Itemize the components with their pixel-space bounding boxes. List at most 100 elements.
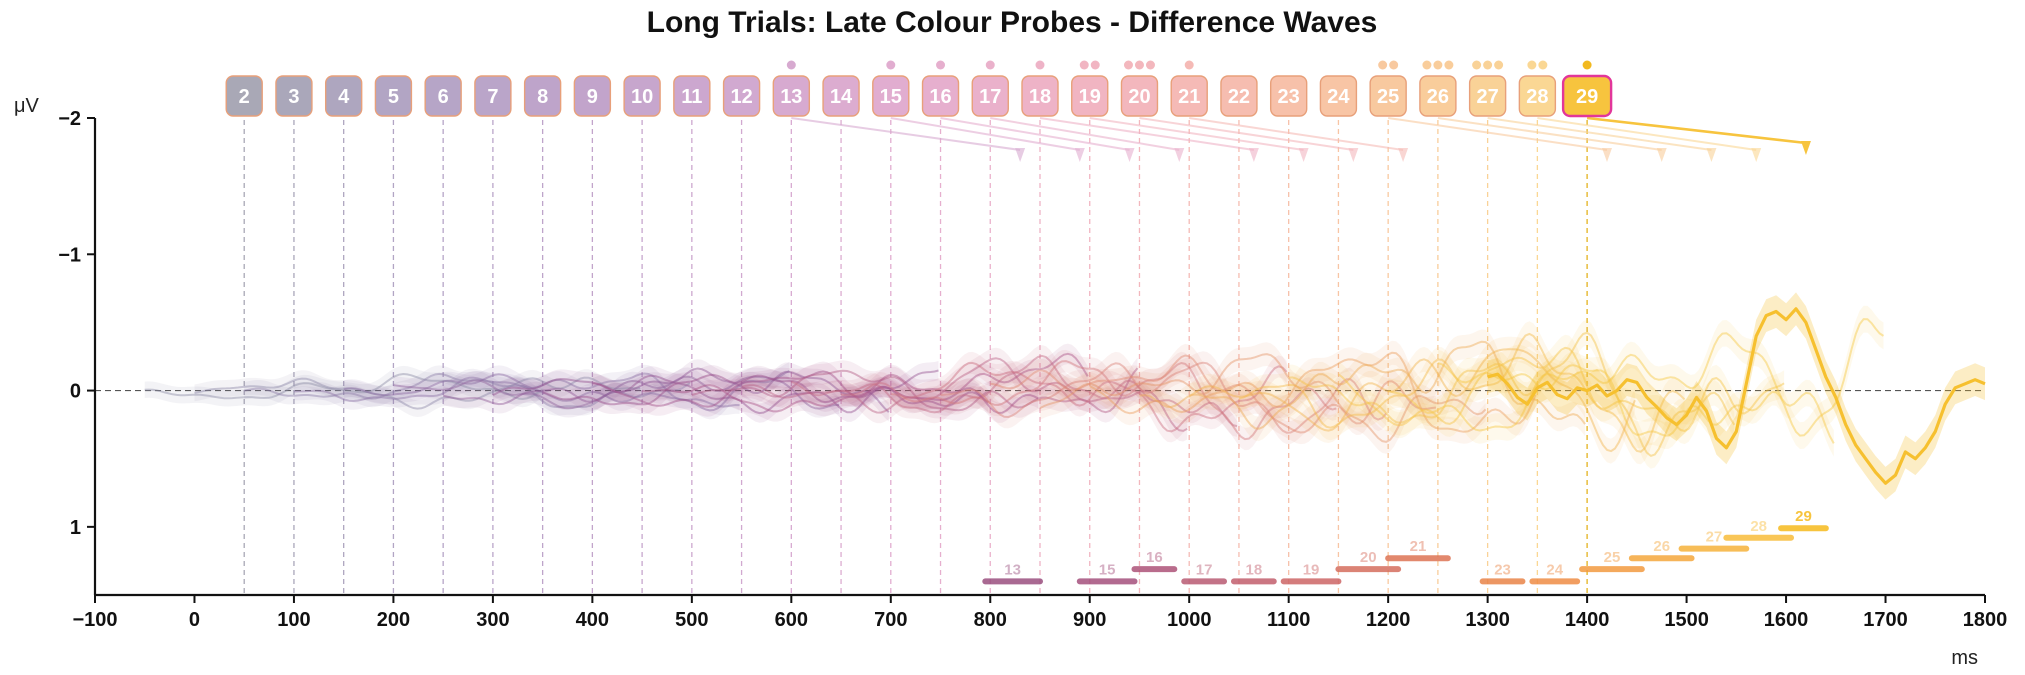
probe-box-29 [1561,74,1613,118]
series-band-10 [642,343,1088,422]
leader-marker-26 [1656,148,1667,162]
probe-label-7: 7 [487,86,498,108]
highlight-series-line [1487,307,1986,485]
series-line-16 [940,361,1387,434]
probe-label-8: 8 [537,86,548,108]
probe-label-4: 4 [338,86,350,108]
axes: −2 −1 0 1 −100 0 100 200 300 400 500 600 700 800 900 10… [58,108,2007,631]
probe-dot-26-0 [1422,60,1432,70]
x-tick-label-11: 1000 [1167,609,1212,631]
series-line-17 [990,354,1437,434]
leader-marker-13 [1015,148,1026,162]
series-line-0 [144,373,544,400]
probe-box-28 [1518,75,1557,117]
probe-dot-26-2 [1444,60,1454,70]
x-tick-label-2: 100 [277,609,310,631]
probe-dot-17-0 [985,60,995,70]
x-tick-label-5: 400 [576,609,609,631]
probe-label-11: 11 [681,86,702,108]
probe-label-2: 2 [239,86,250,108]
probe-label-3: 3 [288,86,299,108]
probe-onset-lines [243,120,1588,595]
probe-box-7 [474,75,512,117]
x-tick-label-6: 500 [675,609,708,631]
series-band-13 [791,345,1237,437]
series-band-15 [890,349,1337,451]
series-band-4 [343,362,790,420]
series-band-14 [841,351,1287,443]
series-line-10 [642,352,1089,413]
probe-box-6 [424,75,462,117]
y-tick-label-1: −1 [58,244,81,266]
x-tick-label-19: 1800 [1963,609,2008,631]
leader-marker-27 [1706,148,1717,162]
probe-box-19 [1071,75,1109,117]
x-tick-label-8: 700 [874,609,907,631]
series-line-20 [1139,340,1586,430]
series-band-18 [1040,342,1486,454]
x-tick-label-9: 800 [974,609,1007,631]
series-band-1 [194,369,641,417]
x-tick-label-0: −100 [72,609,117,631]
sig-bar-label-29: 29 [1795,508,1812,525]
sig-bar-label-18: 18 [1246,561,1263,578]
probe-dot-26-1 [1433,60,1443,70]
series-line-22 [1238,332,1686,453]
series-line-11 [691,367,1139,414]
series-band-24 [1338,334,1785,445]
significance-bars: 13 15 16 17 18 19 20 21 23 24 25 26 27 28 29 [982,508,1829,585]
probe-box-22 [1220,75,1258,117]
probe-dot-29-0 [1582,60,1592,70]
sig-bar-label-28: 28 [1750,518,1767,535]
probe-label-27: 27 [1477,86,1499,108]
leader-marker-18 [1248,148,1259,162]
probe-box-2 [225,75,263,117]
probe-labels: 2 3 4 5 6 7 8 9 10 11 12 13 14 15 16 17 18 19 20 21 22 23 24 25… [225,60,1613,118]
leader-line-16 [940,117,1130,151]
leader-line-28 [1537,117,1757,151]
leader-marker-20 [1348,148,1359,162]
probe-label-5: 5 [388,86,399,108]
x-tick-label-10: 900 [1073,609,1106,631]
probe-label-25: 25 [1377,86,1399,108]
probe-dot-13-0 [786,60,796,70]
sig-bar-label-26: 26 [1653,538,1670,555]
sig-bar-label-16: 16 [1146,549,1163,566]
series-band-26 [1437,305,1884,449]
probe-dot-20-0 [1123,60,1133,70]
leader-line-26 [1437,117,1662,151]
series-line-7 [492,369,939,415]
y-tick-label-2: 0 [70,381,81,403]
series-band-25 [1388,320,1834,457]
probe-box-17 [971,75,1009,117]
probe-box-10 [623,75,661,117]
probe-label-23: 23 [1278,86,1300,108]
leader-marker-16 [1124,148,1135,162]
probe-box-8 [523,75,562,117]
series-band-3 [293,364,740,416]
series-line-6 [442,367,890,413]
probe-label-21: 21 [1178,86,1200,108]
x-tick-label-13: 1200 [1366,609,1411,631]
series-band-19 [1089,340,1536,444]
x-tick-label-18: 1700 [1863,609,1908,631]
leader-marker-17 [1174,148,1185,162]
probe-box-14 [822,75,860,117]
leader-line-29 [1586,116,1807,145]
probe-box-3 [275,75,313,117]
leader-line-18 [1039,117,1255,151]
x-tick-label-17: 1600 [1764,609,1809,631]
probe-box-11 [673,75,711,117]
leader-line-13 [791,117,1021,151]
probe-dot-28-1 [1538,60,1548,70]
probe-label-17: 17 [979,86,1001,108]
sig-bar-label-17: 17 [1196,561,1213,578]
probe-box-25 [1369,75,1407,117]
series-line-5 [393,375,840,410]
y-axis-unit: μV [14,95,40,117]
probe-box-15 [872,75,910,117]
x-tick-label-4: 300 [476,609,509,631]
leader-marker-28 [1751,148,1762,162]
probe-label-14: 14 [830,86,853,108]
confidence-bands [144,305,1884,469]
